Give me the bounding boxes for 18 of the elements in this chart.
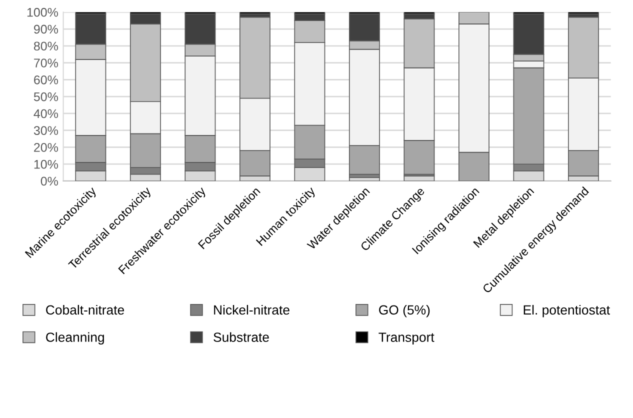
legend-label: El. potentiostat — [524, 304, 610, 318]
y-tick-label: 100% — [27, 8, 58, 17]
y-tick-label: 60% — [34, 75, 58, 84]
legend-label: Cobalt-nitrate — [46, 304, 124, 315]
y-tick-label: 90% — [34, 24, 58, 34]
legend-label: Cleanning — [46, 332, 104, 345]
legend-label: Transport — [378, 332, 434, 345]
legend-label: GO (5%) — [379, 304, 430, 318]
y-tick-label: 50% — [34, 92, 58, 102]
y-tick-label: 80% — [34, 42, 58, 51]
y-tick-label: 70% — [34, 58, 58, 68]
y-tick-label: 30% — [34, 126, 58, 135]
y-tick-label: 20% — [34, 143, 58, 152]
y-tick-label: 0% — [40, 176, 58, 186]
y-tick-label: 40% — [34, 109, 58, 118]
legend-label: Substrate — [214, 332, 269, 342]
legend-label: Nickel-nitrate — [214, 304, 290, 315]
y-tick-label: 10% — [34, 160, 58, 169]
